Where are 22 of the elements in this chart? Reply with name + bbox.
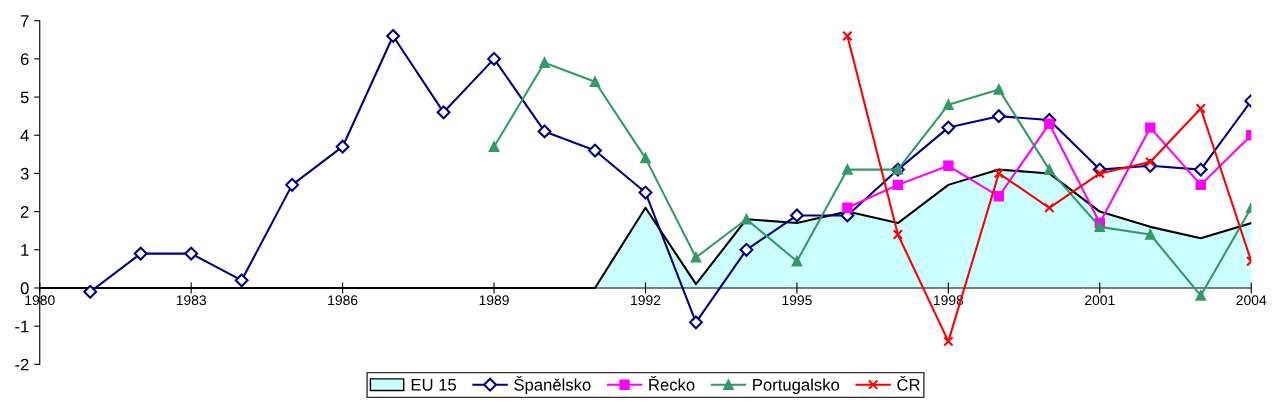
x-tick-label: 1995 xyxy=(782,295,812,306)
x-tick-label: 2004 xyxy=(1236,295,1267,306)
legend-label: ČR xyxy=(897,375,920,391)
y-tick-label: -2 xyxy=(15,358,29,371)
y-tick-label: 7 xyxy=(20,15,29,27)
x-tick-label: 2001 xyxy=(1085,295,1115,306)
y-tick-label: 6 xyxy=(20,53,29,66)
legend-label: Portugalsko xyxy=(753,378,840,395)
legend-label: Řecko xyxy=(649,375,695,391)
y-tick-label: 2 xyxy=(20,206,29,218)
legend-label: Španělsko xyxy=(514,375,591,395)
x-tick-label: 1989 xyxy=(479,295,509,306)
y-tick-label: 5 xyxy=(20,91,29,104)
y-tick-label: 0 xyxy=(20,282,29,295)
y-tick-label: 1 xyxy=(21,244,29,256)
x-tick-label: 1992 xyxy=(631,295,661,306)
y-tick-label: 4 xyxy=(20,129,29,142)
y-tick-label: 3 xyxy=(20,167,29,180)
x-tick-label: 1986 xyxy=(328,295,358,306)
legend-label: EU 15 xyxy=(411,379,457,391)
y-tick-label: -1 xyxy=(15,320,29,333)
x-tick-label: 1983 xyxy=(176,295,207,306)
